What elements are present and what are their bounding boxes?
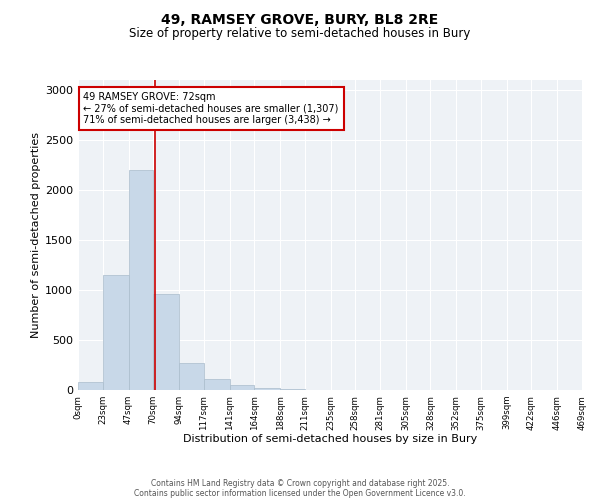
Text: Contains public sector information licensed under the Open Government Licence v3: Contains public sector information licen… xyxy=(134,488,466,498)
Text: Size of property relative to semi-detached houses in Bury: Size of property relative to semi-detach… xyxy=(130,28,470,40)
Bar xyxy=(254,388,280,390)
Bar xyxy=(128,170,153,390)
X-axis label: Distribution of semi-detached houses by size in Bury: Distribution of semi-detached houses by … xyxy=(183,434,477,444)
Text: 49 RAMSEY GROVE: 72sqm
← 27% of semi-detached houses are smaller (1,307)
71% of : 49 RAMSEY GROVE: 72sqm ← 27% of semi-det… xyxy=(83,92,339,125)
Bar xyxy=(179,363,204,390)
Bar xyxy=(153,294,179,390)
Text: Contains HM Land Registry data © Crown copyright and database right 2025.: Contains HM Land Registry data © Crown c… xyxy=(151,478,449,488)
Text: 49, RAMSEY GROVE, BURY, BL8 2RE: 49, RAMSEY GROVE, BURY, BL8 2RE xyxy=(161,12,439,26)
Y-axis label: Number of semi-detached properties: Number of semi-detached properties xyxy=(31,132,41,338)
Bar xyxy=(103,275,128,390)
Bar xyxy=(280,389,305,390)
Bar xyxy=(78,382,103,390)
Bar xyxy=(204,379,230,390)
Bar xyxy=(230,384,254,390)
